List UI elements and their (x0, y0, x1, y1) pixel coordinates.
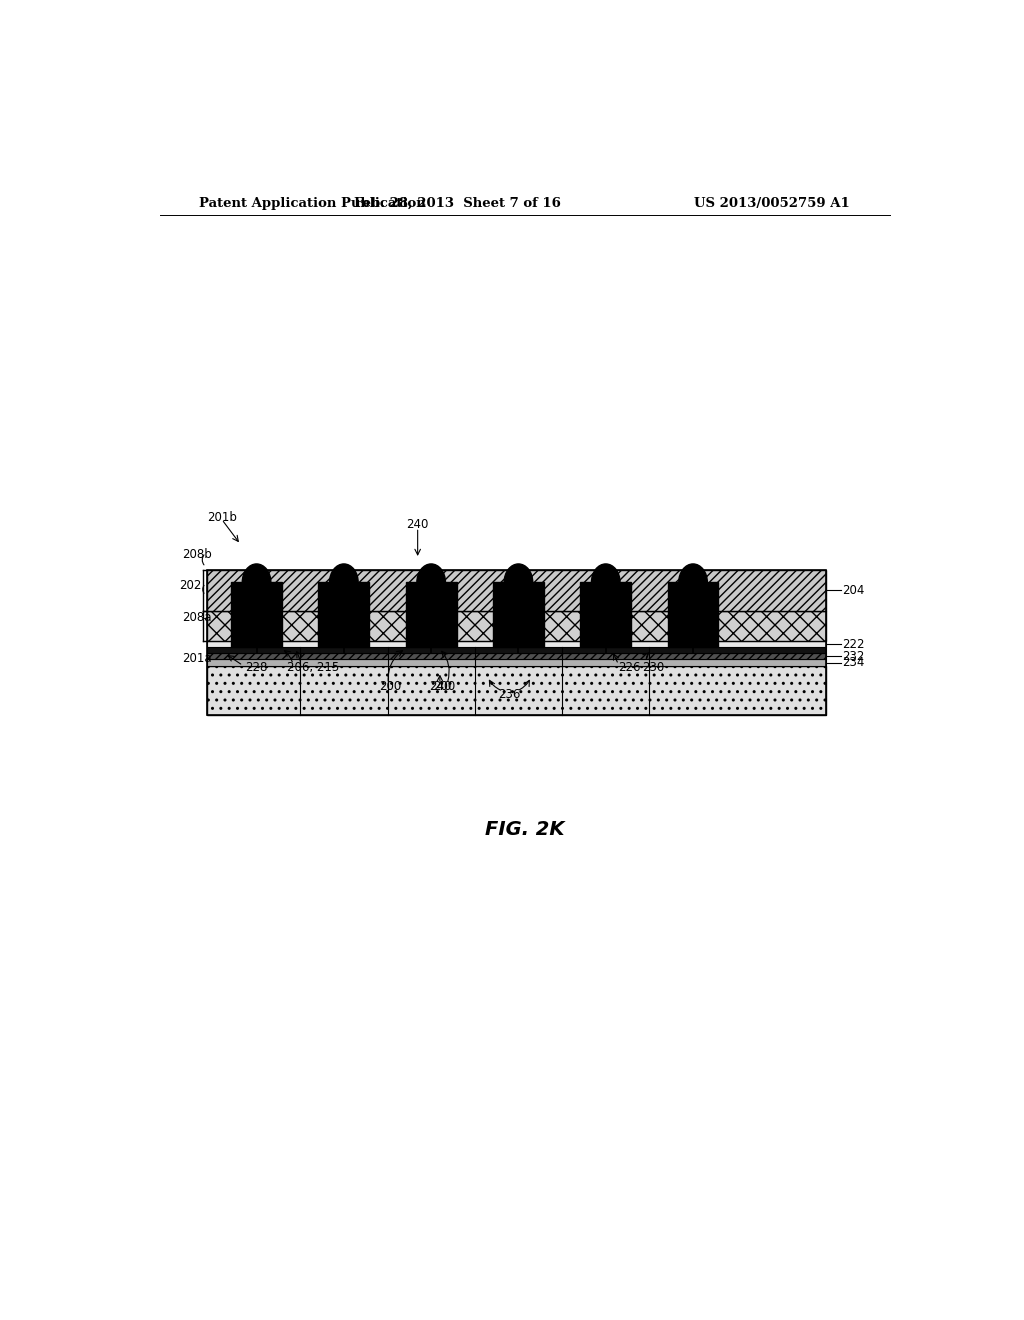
Text: 208b: 208b (182, 548, 212, 561)
Bar (207, 611, 826, 642)
Bar (406, 582, 457, 647)
Text: 240: 240 (429, 680, 452, 693)
Text: FIG. 2K: FIG. 2K (485, 820, 564, 838)
Bar (207, 647, 826, 653)
Text: 240: 240 (407, 517, 429, 531)
Wedge shape (417, 564, 445, 582)
Text: 204: 204 (842, 583, 864, 597)
Text: 228: 228 (246, 661, 268, 675)
Text: 236: 236 (498, 688, 520, 701)
Wedge shape (504, 564, 532, 582)
Wedge shape (330, 564, 358, 582)
Text: 206, 215: 206, 215 (287, 661, 339, 675)
Text: Patent Application Publication: Patent Application Publication (200, 197, 426, 210)
Bar (207, 570, 826, 611)
Bar (207, 642, 826, 647)
Text: 201a: 201a (182, 652, 212, 665)
Bar (207, 665, 826, 715)
Text: 208a: 208a (182, 611, 212, 624)
Text: 200: 200 (433, 680, 455, 693)
Bar (207, 660, 826, 665)
Text: 200: 200 (379, 680, 401, 693)
Bar (207, 642, 826, 647)
Text: US 2013/0052759 A1: US 2013/0052759 A1 (694, 197, 850, 210)
Bar (581, 582, 631, 647)
Text: 230: 230 (642, 661, 665, 675)
Bar (494, 582, 544, 647)
Bar (207, 665, 826, 715)
Bar (207, 653, 826, 660)
Bar (207, 660, 826, 665)
Bar (231, 582, 282, 647)
Bar (207, 570, 826, 715)
Text: 234: 234 (842, 656, 864, 669)
Text: 232: 232 (842, 649, 864, 663)
Text: 202: 202 (179, 578, 201, 591)
Wedge shape (679, 564, 708, 582)
Bar (207, 570, 826, 611)
Text: 201b: 201b (207, 511, 238, 524)
Wedge shape (592, 564, 620, 582)
Bar (207, 611, 826, 642)
Bar (318, 582, 370, 647)
Text: 226: 226 (618, 661, 641, 675)
Bar (207, 653, 826, 660)
Wedge shape (243, 564, 270, 582)
Text: 222: 222 (842, 638, 864, 651)
Text: Feb. 28, 2013  Sheet 7 of 16: Feb. 28, 2013 Sheet 7 of 16 (354, 197, 561, 210)
Bar (207, 647, 826, 653)
Bar (668, 582, 719, 647)
